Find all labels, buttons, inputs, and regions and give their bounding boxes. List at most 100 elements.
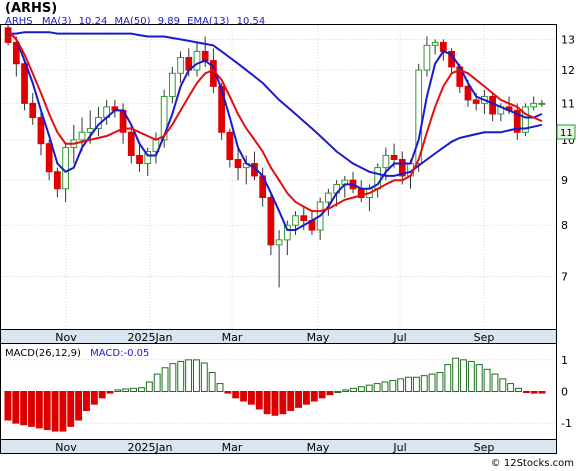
x-tick-label: 2025Jan [128,331,173,344]
macd-bar-negative [255,391,263,410]
macd-bar-positive [365,384,373,392]
candle-body-up [275,239,283,246]
macd-y-tick: 0 [561,386,568,399]
candle [267,193,275,256]
candle [538,99,546,107]
candle [193,42,201,77]
macd-bar-negative [35,391,43,429]
macd-bar-negative [83,391,90,411]
macd-bar-negative [530,391,538,394]
macd-y-axis: -1 0 1 [561,354,572,430]
macd-bar-positive [114,389,122,392]
price-panel [0,24,557,330]
macd-bar-positive [342,389,350,392]
candle-body-down [472,99,480,104]
macd-bar-positive [357,386,365,392]
candle-body-down [234,158,242,169]
candle-body-down [29,102,37,119]
macd-bars [4,357,546,432]
macd-bar-positive [185,359,193,393]
macd-legend-value: MACD:-0.05 [90,348,149,359]
candle [4,25,12,46]
candle-body-up [530,102,538,108]
macd-bar-negative [106,391,114,394]
candle-body-down [398,158,406,177]
chart-title: (ARHS) [5,1,57,16]
macd-bar-negative [28,391,35,427]
macd-bar-positive [208,372,216,392]
macd-bar-negative [271,391,279,416]
candle-body-down [4,27,12,43]
candle-body-up [415,69,423,165]
macd-x-axis [0,439,557,454]
macd-legend-label: MACD(26,12,9) [5,348,81,359]
candle [54,167,61,198]
candle-body-up [325,192,332,203]
macd-bar-positive [138,387,145,393]
macd-bar-positive [405,376,412,392]
candle [431,39,439,55]
macd-y-tick: -1 [561,417,572,430]
macd-bar-positive [467,360,475,392]
macd-legend: MACD(26,12,9) MACD:-0.05 [5,348,149,359]
macd-bar-negative [12,391,20,424]
candle [21,60,28,111]
macd-bar-negative [318,391,326,399]
candle-body-up [177,57,184,74]
candle-body-up [423,44,431,71]
price-y-tick: 13 [561,33,575,46]
candle-body-down [390,154,398,160]
copyright: © 12Stocks.com [491,458,574,469]
macd-bar-positive [200,362,208,392]
macd-bar-negative [67,391,75,427]
x-tick-label: May [307,441,330,454]
macd-bar-negative [522,391,530,393]
candle-body-up [522,106,529,133]
candle [12,36,20,77]
macd-bar-negative [98,391,106,399]
macd-bar-positive [397,378,405,393]
candle-body-down [136,154,143,165]
price-legend: ARHS MA(3) 10.24 MA(50) 9.89 EMA(13) 10.… [5,16,265,27]
price-y-tick: 7 [561,270,568,283]
x-tick-label: Nov [55,331,77,344]
macd-bar-negative [75,391,83,421]
series-line-ma50 [8,31,543,177]
macd-bar-positive [153,373,161,393]
candle-body-up [193,50,201,71]
candle-body-down [218,85,225,133]
candle [513,103,521,140]
candle-body-down [127,131,135,156]
legend-ma3-value: 10.24 [79,16,108,27]
series-line-ma3 [7,30,543,231]
x-tick-label: Nov [55,441,77,454]
macd-bar-negative [263,391,271,415]
macd-bar-positive [420,375,428,392]
macd-bar-positive [373,383,381,393]
legend-ma50-label: MA(50) [115,16,151,27]
legend-ema13-value: 10.54 [237,16,266,27]
macd-bar-positive [145,381,153,392]
price-y-tick: 9 [561,174,568,187]
macd-bar-positive [452,357,460,392]
macd-bar-positive [460,359,467,393]
price-grid [1,25,556,329]
candle [382,147,390,181]
macd-bar-positive [334,391,342,393]
macd-bar-negative [224,391,232,394]
legend-symbol: ARHS [5,16,33,27]
candle [136,143,143,172]
candle [29,93,37,125]
candle-body-down [226,131,234,160]
macd-bar-positive [193,359,200,393]
macd-bar-negative [279,391,287,415]
candle [325,188,332,216]
candle [168,66,176,104]
macd-bar-positive [122,388,130,393]
candle [127,124,135,164]
macd-bar-positive [515,387,522,393]
x-tick-label: Mar [222,331,243,344]
last-price-tag-box [556,124,576,140]
macd-bar-positive [507,383,515,393]
